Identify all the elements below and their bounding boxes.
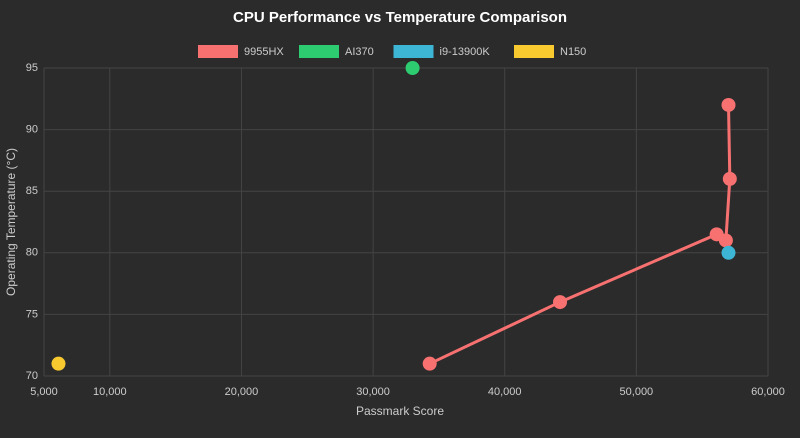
y-tick-label: 75 <box>26 308 38 320</box>
y-tick-label: 90 <box>26 124 38 136</box>
y-axis-label: Operating Temperature (°C) <box>4 148 18 296</box>
legend-label: 9955HX <box>244 46 284 58</box>
legend-swatch <box>393 45 434 58</box>
x-tick-label: 50,000 <box>620 386 654 398</box>
legend-label: N150 <box>560 46 586 58</box>
point <box>721 245 736 260</box>
point <box>405 61 420 75</box>
y-tick-label: 95 <box>26 62 38 74</box>
x-tick-label: 10,000 <box>93 386 127 398</box>
chart-title: CPU Performance vs Temperature Compariso… <box>233 9 567 26</box>
legend-swatch <box>198 45 238 58</box>
point <box>553 295 568 310</box>
legend-label: i9-13900K <box>440 46 491 58</box>
legend-swatch <box>299 45 339 58</box>
point <box>422 356 437 371</box>
x-tick-label: 60,000 <box>751 386 785 398</box>
point <box>721 97 736 112</box>
y-tick-label: 80 <box>26 247 38 259</box>
x-axis-label: Passmark Score <box>356 404 444 418</box>
y-tick-label: 85 <box>26 185 38 197</box>
x-tick-label: 5,000 <box>30 386 58 398</box>
legend-swatch <box>514 45 554 58</box>
x-tick-label: 30,000 <box>356 386 390 398</box>
point <box>718 233 733 248</box>
legend-label: AI370 <box>345 46 374 58</box>
y-tick-label: 70 <box>26 370 38 382</box>
x-tick-label: 40,000 <box>488 386 522 398</box>
x-tick-label: 20,000 <box>225 386 259 398</box>
point <box>722 171 737 186</box>
point <box>51 356 66 371</box>
